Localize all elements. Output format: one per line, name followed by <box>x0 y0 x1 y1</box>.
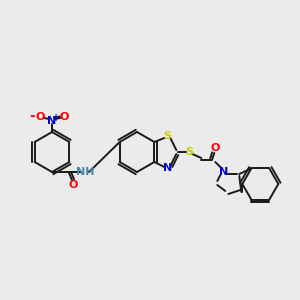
Text: O: O <box>68 180 78 190</box>
Text: S: S <box>163 131 171 141</box>
Text: N: N <box>47 116 57 126</box>
Text: N: N <box>219 167 228 177</box>
Text: S: S <box>185 147 193 157</box>
Text: -: - <box>29 109 35 123</box>
Text: O: O <box>35 112 45 122</box>
Text: NH: NH <box>76 167 94 177</box>
Text: O: O <box>59 112 69 122</box>
Text: O: O <box>211 143 220 153</box>
Text: +: + <box>52 113 61 123</box>
Text: N: N <box>163 163 172 173</box>
